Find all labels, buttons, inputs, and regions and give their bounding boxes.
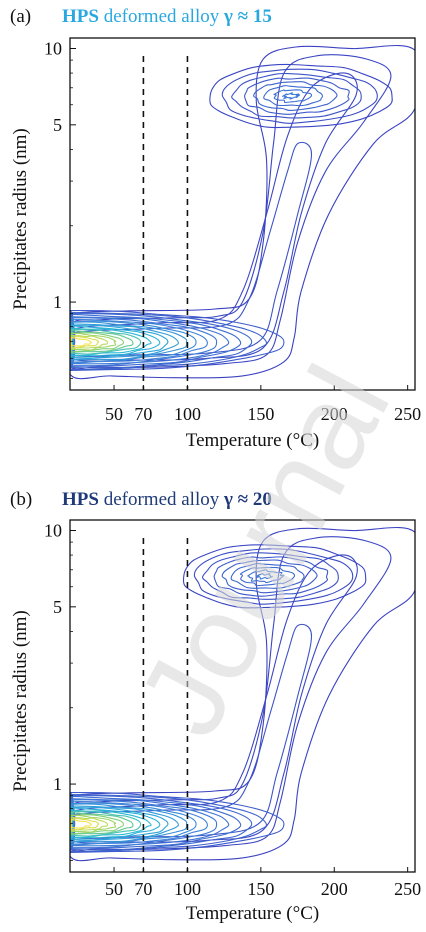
contour-line xyxy=(230,562,305,589)
panel-label: (b) xyxy=(10,489,32,510)
contour-line xyxy=(255,572,273,580)
chart-title-part: γ ≈ 20 xyxy=(223,489,272,510)
contour-line xyxy=(221,68,378,124)
contour-plot xyxy=(70,44,415,380)
contour-line xyxy=(70,313,242,368)
x-tick-label: 70 xyxy=(134,879,152,899)
contour-line xyxy=(70,554,358,844)
x-axis-label: Temperature (°C) xyxy=(186,430,319,451)
x-axis-label: Temperature (°C) xyxy=(186,903,319,924)
y-tick-label: 1 xyxy=(53,774,62,794)
contour-line xyxy=(70,72,358,362)
y-tick-label: 5 xyxy=(53,115,62,135)
y-tick-label: 1 xyxy=(53,292,62,312)
contour-line xyxy=(70,813,125,835)
contour-line xyxy=(70,526,415,862)
plot-frame xyxy=(69,37,416,391)
y-tick-label: 10 xyxy=(44,38,62,58)
contour-line xyxy=(70,798,230,849)
contour-line xyxy=(239,566,296,587)
chart-title: HPS deformed alloy γ ≈ 15 xyxy=(62,6,272,27)
chart-panel-a: 50 70 100 150 200 250 1 5 10 Temperature (°C) Prec… xyxy=(10,6,421,451)
contour-line xyxy=(70,337,92,347)
contour-line xyxy=(213,556,329,597)
contour-line xyxy=(221,559,318,594)
contour-line xyxy=(231,72,362,119)
chart-panel-b: 50 70 100 150 200 250 1 5 10 Temperature (°C) Prec… xyxy=(10,489,421,924)
contour-line xyxy=(70,814,117,833)
contour-line xyxy=(193,548,354,605)
contour-plot xyxy=(70,526,415,862)
watermark: Journal xyxy=(112,346,415,756)
x-tick-label: 150 xyxy=(247,404,274,424)
chart-title-part: deformed alloy xyxy=(99,6,224,27)
y-axis-label: Precipitates radius (nm) xyxy=(10,128,31,310)
contour-line xyxy=(273,89,313,104)
contour-line xyxy=(70,316,230,367)
contour-line xyxy=(70,331,125,353)
x-tick-label: 250 xyxy=(394,879,421,899)
y-axis-label: Precipitates radius (nm) xyxy=(10,610,31,792)
contour-line xyxy=(209,63,393,129)
contour-line xyxy=(70,141,313,357)
contour-line xyxy=(282,92,301,100)
y-tick-label: 10 xyxy=(44,520,62,540)
y-tick-label: 5 xyxy=(53,597,62,617)
chart-title-part: γ ≈ 15 xyxy=(223,6,272,27)
contour-line xyxy=(70,819,92,829)
x-tick-label: 70 xyxy=(134,404,152,424)
panel-label: (a) xyxy=(10,6,31,27)
contour-line xyxy=(253,81,338,111)
x-tick-label: 200 xyxy=(321,879,348,899)
contour-line xyxy=(263,85,324,107)
contour-line xyxy=(70,818,100,831)
chart-title: HPS deformed alloy γ ≈ 20 xyxy=(62,489,272,510)
contour-line xyxy=(182,544,367,609)
contour-line xyxy=(247,569,285,584)
x-tick-label: 100 xyxy=(174,404,201,424)
plot-frame xyxy=(69,519,416,873)
contour-line xyxy=(70,336,100,349)
x-tick-label: 50 xyxy=(105,404,123,424)
x-tick-label: 100 xyxy=(174,879,201,899)
contour-line xyxy=(70,44,415,380)
chart-title-part: HPS xyxy=(62,489,99,510)
chart-title-part: deformed alloy xyxy=(99,489,224,510)
chart-title-part: HPS xyxy=(62,6,99,27)
contour-line xyxy=(70,327,152,356)
contour-line xyxy=(70,332,117,351)
x-tick-label: 50 xyxy=(105,879,123,899)
x-tick-label: 250 xyxy=(394,404,421,424)
contour-line xyxy=(244,77,350,115)
x-tick-label: 150 xyxy=(247,879,274,899)
contour-line xyxy=(70,809,152,838)
contour-line xyxy=(70,623,313,839)
contour-line xyxy=(201,552,339,600)
x-tick-label: 200 xyxy=(321,404,348,424)
contour-line xyxy=(70,795,242,850)
